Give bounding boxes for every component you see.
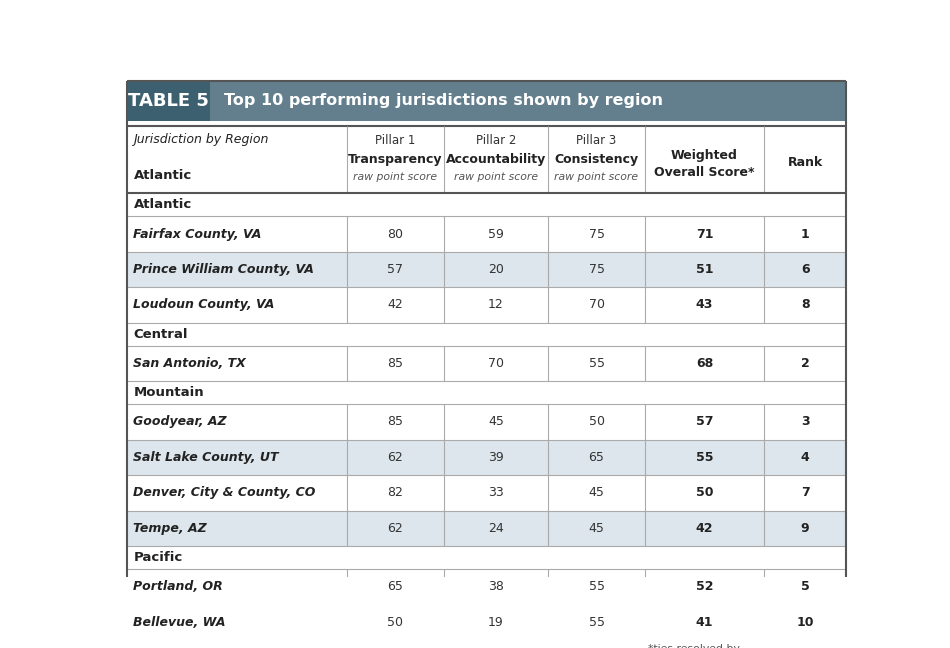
Text: TABLE 5: TABLE 5 bbox=[128, 92, 209, 110]
Bar bbox=[127, 381, 846, 404]
Bar bbox=[127, 323, 846, 346]
Bar bbox=[127, 126, 846, 193]
Text: Atlantic: Atlantic bbox=[133, 198, 192, 211]
Text: 51: 51 bbox=[695, 263, 713, 276]
Text: 39: 39 bbox=[488, 451, 504, 464]
Text: raw point score: raw point score bbox=[353, 172, 437, 182]
Text: 57: 57 bbox=[695, 415, 713, 428]
Text: 8: 8 bbox=[801, 299, 809, 312]
Text: 82: 82 bbox=[388, 486, 403, 500]
Text: Jurisdiction by Region: Jurisdiction by Region bbox=[133, 133, 269, 146]
Text: Central: Central bbox=[133, 328, 188, 341]
Text: 50: 50 bbox=[589, 415, 604, 428]
Text: Rank: Rank bbox=[788, 156, 823, 168]
Text: 5: 5 bbox=[801, 580, 809, 593]
Text: 42: 42 bbox=[388, 299, 403, 312]
Text: 20: 20 bbox=[488, 263, 504, 276]
Text: 75: 75 bbox=[589, 263, 604, 276]
Text: 65: 65 bbox=[388, 580, 403, 593]
Text: Prince William County, VA: Prince William County, VA bbox=[133, 263, 314, 276]
Text: *ties resolved by: *ties resolved by bbox=[648, 643, 740, 648]
Text: 70: 70 bbox=[589, 299, 604, 312]
Text: Consistency: Consistency bbox=[555, 153, 638, 166]
Text: 42: 42 bbox=[695, 522, 713, 535]
Text: 19: 19 bbox=[488, 616, 504, 629]
Text: Top 10 performing jurisdictions shown by region: Top 10 performing jurisdictions shown by… bbox=[224, 93, 663, 108]
Text: 12: 12 bbox=[488, 299, 504, 312]
Bar bbox=[127, 216, 846, 252]
Text: 33: 33 bbox=[488, 486, 504, 500]
Bar bbox=[127, 511, 846, 546]
Text: 10: 10 bbox=[796, 616, 814, 629]
Text: 68: 68 bbox=[695, 357, 713, 370]
Text: 62: 62 bbox=[388, 451, 403, 464]
Bar bbox=[127, 193, 846, 216]
Bar bbox=[127, 404, 846, 439]
Text: 50: 50 bbox=[388, 616, 403, 629]
Text: 55: 55 bbox=[589, 616, 604, 629]
Text: 45: 45 bbox=[488, 415, 504, 428]
Text: Transparency: Transparency bbox=[348, 153, 443, 166]
Text: Mountain: Mountain bbox=[133, 386, 204, 399]
Text: 38: 38 bbox=[488, 580, 504, 593]
Bar bbox=[127, 439, 846, 475]
Text: Atlantic: Atlantic bbox=[133, 169, 192, 182]
Text: Pillar 3: Pillar 3 bbox=[577, 134, 617, 147]
Text: 71: 71 bbox=[695, 227, 713, 240]
Text: raw point score: raw point score bbox=[555, 172, 638, 182]
Text: 45: 45 bbox=[589, 522, 604, 535]
Text: 52: 52 bbox=[695, 580, 713, 593]
Bar bbox=[127, 546, 846, 569]
Text: 9: 9 bbox=[801, 522, 809, 535]
Text: 70: 70 bbox=[488, 357, 504, 370]
Text: 2: 2 bbox=[801, 357, 809, 370]
Text: 85: 85 bbox=[388, 415, 403, 428]
Text: 65: 65 bbox=[589, 451, 604, 464]
Text: 75: 75 bbox=[589, 227, 604, 240]
Text: 24: 24 bbox=[488, 522, 504, 535]
Text: Overall Score*: Overall Score* bbox=[655, 166, 754, 179]
Text: 80: 80 bbox=[388, 227, 403, 240]
Text: 45: 45 bbox=[589, 486, 604, 500]
Text: Pillar 1: Pillar 1 bbox=[375, 134, 415, 147]
Text: 55: 55 bbox=[589, 357, 604, 370]
Text: Goodyear, AZ: Goodyear, AZ bbox=[133, 415, 227, 428]
Text: 7: 7 bbox=[801, 486, 809, 500]
Text: raw point score: raw point score bbox=[454, 172, 538, 182]
Text: 43: 43 bbox=[695, 299, 713, 312]
Text: 55: 55 bbox=[589, 580, 604, 593]
Bar bbox=[127, 640, 846, 648]
Text: Weighted: Weighted bbox=[671, 149, 738, 162]
Text: San Antonio, TX: San Antonio, TX bbox=[133, 357, 246, 370]
Text: 1: 1 bbox=[801, 227, 809, 240]
Text: Pacific: Pacific bbox=[133, 551, 182, 564]
Text: 3: 3 bbox=[801, 415, 809, 428]
Text: 57: 57 bbox=[388, 263, 403, 276]
Text: Accountability: Accountability bbox=[446, 153, 546, 166]
Text: Salt Lake County, UT: Salt Lake County, UT bbox=[133, 451, 279, 464]
Bar bbox=[127, 569, 846, 605]
Text: 62: 62 bbox=[388, 522, 403, 535]
Text: 6: 6 bbox=[801, 263, 809, 276]
Text: 50: 50 bbox=[695, 486, 713, 500]
Text: Loudoun County, VA: Loudoun County, VA bbox=[133, 299, 275, 312]
Text: Denver, City & County, CO: Denver, City & County, CO bbox=[133, 486, 315, 500]
Text: 59: 59 bbox=[488, 227, 504, 240]
Text: Tempe, AZ: Tempe, AZ bbox=[133, 522, 207, 535]
Text: Bellevue, WA: Bellevue, WA bbox=[133, 616, 226, 629]
Text: 41: 41 bbox=[695, 616, 713, 629]
Bar bbox=[127, 287, 846, 323]
Bar bbox=[127, 475, 846, 511]
Bar bbox=[127, 605, 846, 640]
Bar bbox=[211, 81, 846, 121]
Bar bbox=[127, 252, 846, 287]
Text: Fairfax County, VA: Fairfax County, VA bbox=[133, 227, 262, 240]
Bar bbox=[127, 81, 211, 121]
Text: 4: 4 bbox=[801, 451, 809, 464]
Text: Portland, OR: Portland, OR bbox=[133, 580, 223, 593]
Text: 55: 55 bbox=[695, 451, 713, 464]
Text: 85: 85 bbox=[388, 357, 403, 370]
Text: Pillar 2: Pillar 2 bbox=[476, 134, 516, 147]
Bar bbox=[127, 346, 846, 381]
